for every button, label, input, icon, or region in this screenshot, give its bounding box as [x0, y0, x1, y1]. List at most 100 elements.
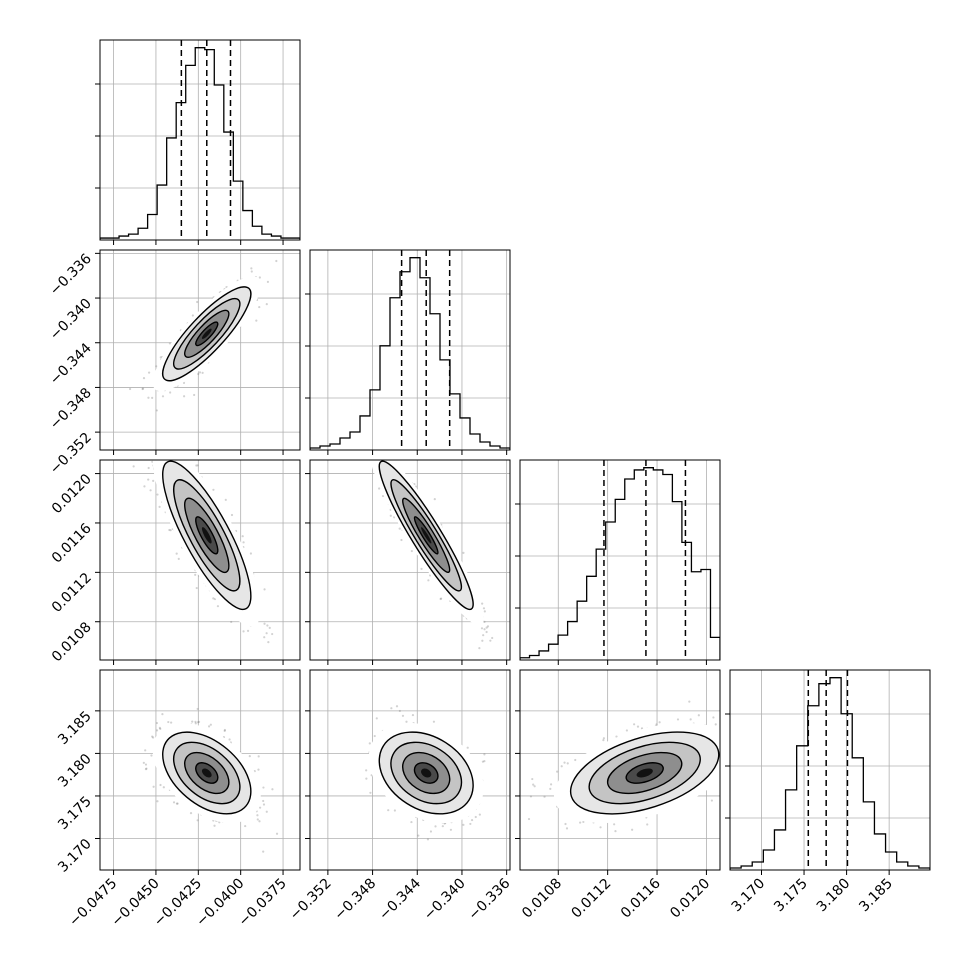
scatter-point: [268, 626, 271, 629]
scatter-point: [159, 727, 162, 730]
contour: [173, 741, 241, 805]
scatter-point: [543, 795, 546, 798]
scatter-point: [636, 725, 640, 728]
contour: [184, 751, 230, 795]
scatter-point: [168, 528, 171, 532]
scatter-point: [474, 815, 477, 819]
scatter-point: [147, 478, 150, 481]
scatter-point: [198, 371, 202, 374]
scatter-point: [405, 720, 408, 723]
scatter-point: [398, 709, 401, 713]
scatter-point: [258, 305, 261, 309]
scatter-point: [434, 825, 437, 828]
scatter-point: [196, 707, 199, 711]
scatter-point: [391, 455, 393, 457]
scatter-point: [429, 830, 433, 833]
scatter-point: [196, 300, 199, 304]
scatter-point: [481, 760, 485, 763]
scatter-point: [144, 767, 148, 771]
scatter-point: [566, 762, 569, 765]
scatter-point: [168, 342, 172, 345]
scatter-point: [368, 430, 370, 432]
scatter-point: [420, 567, 423, 570]
scatter-point: [212, 597, 215, 600]
scatter-point: [389, 514, 392, 517]
scatter-point: [483, 610, 486, 613]
panel-0-0: [100, 40, 300, 240]
scatter-point: [246, 629, 250, 632]
scatter-point: [167, 456, 169, 458]
scatter-point: [257, 768, 260, 771]
density-fill: [201, 527, 212, 544]
scatter-point: [258, 820, 261, 823]
scatter-point: [224, 498, 227, 501]
scatter-point: [242, 630, 245, 633]
scatter-point: [191, 314, 194, 317]
scatter-point: [159, 356, 162, 359]
contour: [162, 460, 252, 611]
scatter-point: [486, 625, 490, 628]
scatter-point: [147, 396, 150, 399]
scatter-point: [152, 785, 155, 788]
scatter-point: [170, 721, 173, 724]
scatter-point: [155, 409, 158, 412]
scatter-point: [155, 721, 159, 725]
scatter-point: [712, 716, 715, 719]
scatter-point: [194, 722, 197, 725]
scatter-point: [426, 838, 430, 841]
scatter-point: [249, 552, 253, 555]
scatter-point: [171, 438, 173, 440]
scatter-point: [216, 605, 220, 608]
scatter-point: [150, 754, 153, 757]
scatter-point: [483, 760, 486, 763]
scatter-point: [145, 767, 148, 770]
scatter-point: [265, 810, 268, 813]
scatter-point: [263, 588, 266, 591]
scatter-point: [384, 456, 386, 458]
scatter-point: [161, 713, 164, 716]
scatter-point: [256, 818, 259, 821]
scatter-point: [483, 628, 486, 631]
hist-frame-3: [729, 669, 931, 871]
scatter-point: [263, 622, 266, 625]
scatter-point: [432, 720, 436, 723]
scatter-point: [367, 445, 369, 447]
scatter-point: [132, 465, 135, 468]
scatter-point: [271, 788, 274, 791]
scatter-point: [369, 791, 372, 794]
scatter-point: [155, 729, 159, 732]
scatter-point: [263, 636, 266, 639]
scatter-point: [173, 436, 175, 438]
scatter-point: [230, 513, 234, 517]
scatter-point: [376, 452, 378, 454]
scatter-point: [410, 549, 413, 553]
scatter-point: [745, 748, 747, 750]
hist-frame-2: [519, 459, 721, 661]
panel-3-3: [730, 670, 930, 870]
scatter-point: [369, 443, 371, 445]
scatter-point: [156, 800, 159, 803]
scatter-point: [250, 267, 253, 270]
scatter-point: [481, 602, 484, 605]
scatter-point: [267, 641, 270, 644]
scatter-point: [532, 783, 535, 786]
scatter-point: [256, 814, 259, 817]
panel-3-2: [520, 670, 747, 870]
density-fill: [421, 768, 432, 778]
contour: [173, 479, 241, 592]
scatter-point: [390, 707, 393, 710]
panel-2-2: [520, 460, 720, 660]
scatter-point: [392, 456, 394, 458]
panel-3-1: [310, 670, 510, 870]
scatter-point: [213, 824, 216, 827]
scatter-point: [393, 809, 396, 812]
scatter-point: [482, 634, 485, 637]
scatter-point: [360, 456, 362, 458]
scatter-point: [466, 746, 469, 749]
scatter-point: [381, 494, 385, 498]
panel-frame-1-0: [99, 249, 301, 451]
scatter-point: [710, 799, 713, 802]
scatter-point: [161, 395, 165, 398]
scatter-point: [398, 527, 401, 530]
